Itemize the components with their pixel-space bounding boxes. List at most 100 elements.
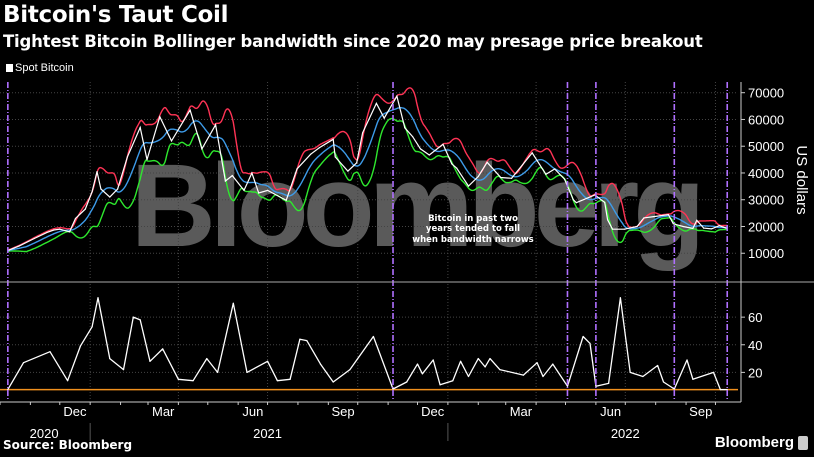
bandwidth-point (467, 375, 470, 378)
bandwidth-point (392, 388, 394, 390)
bandwidth-point (686, 359, 688, 361)
y-tick-label: 30000 (748, 193, 784, 208)
bandwidth-point (552, 363, 554, 365)
bandwidth-point (608, 382, 610, 385)
bandwidth-point (712, 371, 715, 373)
bandwidth-point (266, 360, 269, 362)
price-point (189, 109, 191, 111)
y-tick-label: 40 (748, 338, 762, 353)
price-point (419, 148, 422, 150)
bandwidth-point (232, 302, 234, 304)
price-point (310, 153, 312, 155)
price-point (531, 152, 533, 154)
price-point (33, 237, 35, 240)
bandwidth-point (319, 363, 322, 365)
x-month-label: Dec (421, 404, 445, 419)
price-point (126, 156, 129, 158)
annotation: Bitcoin in past two years tended to fall… (412, 214, 533, 245)
price-point (201, 148, 203, 150)
bandwidth-point (619, 297, 621, 299)
x-month-label: Jun (242, 404, 263, 419)
y-tick-label: 20 (748, 365, 762, 380)
price-point (243, 189, 245, 191)
price-point (511, 177, 513, 179)
spot-bitcoin-line (7, 94, 728, 252)
source-note: Source: Bloomberg (3, 438, 133, 452)
price-point (486, 161, 488, 163)
price-point (696, 219, 698, 221)
bandwidth-point (299, 338, 301, 340)
price-point (53, 229, 55, 231)
moving-average-line (7, 107, 728, 252)
chart-title: Bitcoin's Taut Coil (3, 2, 229, 28)
bandwidth-point (642, 375, 644, 378)
bandwidth-point (79, 345, 81, 347)
bandwidth-point (306, 340, 308, 342)
price-point (215, 124, 217, 126)
price-point (412, 135, 414, 138)
y-tick-label: 20000 (748, 219, 784, 234)
bandwidth-point (477, 357, 479, 360)
bandwidth-point (162, 348, 164, 350)
legend-label: Spot Bitcoin (15, 62, 74, 74)
bandwidth-point (542, 375, 544, 378)
price-point (170, 140, 173, 142)
bandwidth-point (22, 362, 25, 364)
price-point (285, 199, 287, 201)
price-point (451, 163, 453, 165)
bandwidth-point (67, 380, 69, 382)
bandwidth-point (499, 369, 501, 371)
price-point (667, 214, 670, 216)
bandwidth-point (177, 378, 179, 380)
bandwidth-point (536, 362, 538, 364)
price-point (653, 215, 655, 218)
price-point (572, 199, 574, 201)
price-point (266, 189, 269, 191)
x-year-label: 2021 (253, 426, 282, 441)
price-point (636, 225, 638, 228)
bandwidth-point (139, 319, 141, 321)
price-point (607, 219, 609, 221)
x-year-label: 2020 (30, 426, 59, 441)
y-tick-label: 40000 (748, 166, 784, 181)
price-point (224, 180, 227, 182)
bandwidth-point (589, 342, 591, 344)
price-point (710, 228, 713, 230)
bandwidth-point (246, 371, 248, 373)
annotation-line: years tended to fall (426, 224, 520, 234)
bloomberg-terminal-icon (798, 435, 808, 450)
price-point (159, 116, 161, 118)
price-point (554, 168, 556, 170)
bandwidth-point (216, 371, 219, 373)
x-month-label: Sep (689, 404, 712, 419)
price-point (100, 188, 102, 190)
price-point (347, 170, 349, 172)
bandwidth-point (97, 297, 99, 299)
lower-band-line (7, 117, 728, 253)
bandwidth-point (484, 366, 486, 368)
brand-name: Bloomberg (714, 434, 794, 451)
price-point (404, 127, 406, 129)
price-point (334, 156, 336, 158)
x-year-label: 2022 (611, 426, 640, 441)
price-point (251, 172, 253, 174)
bandwidth-point (132, 316, 134, 318)
bandwidth-line (7, 297, 728, 391)
bandwidth-point (406, 381, 408, 383)
bandwidth-point (439, 384, 441, 386)
price-point (139, 126, 141, 129)
price-point (296, 168, 298, 170)
price-point (74, 217, 77, 220)
price-point (318, 146, 321, 149)
price-point (258, 192, 260, 194)
bandwidth-point (719, 389, 721, 391)
price-point (383, 117, 385, 119)
x-month-label: Mar (510, 404, 533, 419)
bandwidth-point (372, 335, 375, 338)
price-point (718, 225, 720, 227)
bandwidth-point (421, 373, 424, 375)
bandwidth-point (662, 381, 665, 383)
bandwidth-point (566, 385, 569, 387)
price-point (84, 208, 86, 210)
price-point (59, 228, 61, 230)
